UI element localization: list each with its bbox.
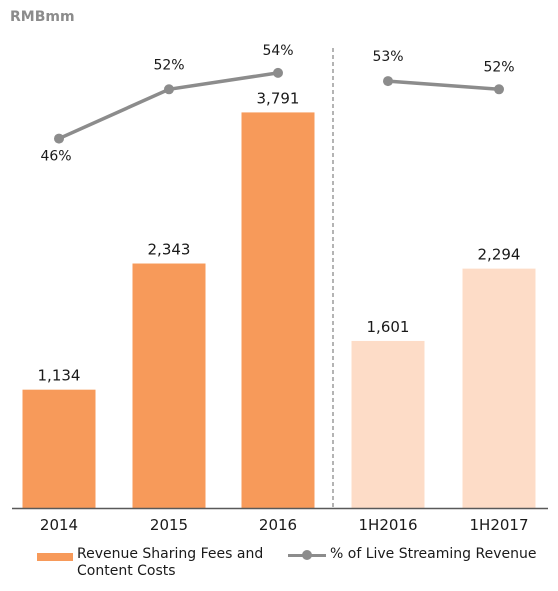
line-value-label-2016: 54% (262, 43, 293, 59)
x-tick-label-2015: 2015 (150, 516, 188, 534)
x-tick-label-1H2017: 1H2017 (470, 516, 529, 534)
bars-group (22, 112, 536, 508)
x-tick-label-2014: 2014 (40, 516, 78, 534)
line-point-1H2017 (494, 84, 504, 95)
line-segment-1 (387, 79, 500, 92)
line-point-1H2016 (383, 76, 393, 87)
line-value-labels: 46% 52% 54% 53% 52% (40, 43, 514, 165)
x-tick-labels: 2014 2015 2016 1H2016 1H2017 (40, 516, 529, 534)
legend-line-marker (288, 548, 326, 562)
legend-item-line: % of Live Streaming Revenue (288, 546, 536, 563)
bar-value-label-1H2017: 2,294 (478, 246, 521, 264)
bar-value-label-2015: 2,343 (148, 241, 191, 259)
legend-bar-swatch (37, 553, 73, 561)
bar-value-label-2014: 1,134 (38, 367, 81, 385)
legend-item-bar: Revenue Sharing Fees and Content Costs (37, 546, 277, 580)
unit-label: RMBmm (10, 9, 75, 25)
bar-value-label-1H2016: 1,601 (367, 318, 410, 336)
bar-2016 (241, 112, 315, 508)
line-point-2016 (273, 67, 283, 78)
legend-bar-label: Revenue Sharing Fees and Content Costs (77, 546, 264, 579)
bar-2015 (132, 263, 206, 508)
line-value-label-1H2016: 53% (372, 49, 403, 65)
line-value-label-2014: 46% (40, 149, 71, 165)
legend-line-label: % of Live Streaming Revenue (330, 546, 537, 562)
x-tick-label-1H2016: 1H2016 (359, 516, 418, 534)
bar-value-label-2016: 3,791 (257, 89, 300, 107)
bar-1H2017 (462, 268, 536, 508)
line-point-2014 (54, 133, 64, 144)
line-point-2015 (164, 84, 174, 95)
legend: Revenue Sharing Fees and Content Costs %… (0, 546, 558, 591)
line-value-label-1H2017: 52% (483, 59, 514, 75)
bar-2014 (22, 389, 96, 508)
x-tick-label-2016: 2016 (259, 516, 297, 534)
combo-chart: 1,134 2,343 3,791 1,601 2,294 46% 52% 54% 53% 52… (12, 43, 548, 534)
bar-value-labels: 1,134 2,343 3,791 1,601 2,294 (38, 89, 521, 384)
line-value-label-2015: 52% (153, 57, 184, 73)
bar-1H2016 (351, 340, 425, 508)
line-group (54, 67, 504, 144)
